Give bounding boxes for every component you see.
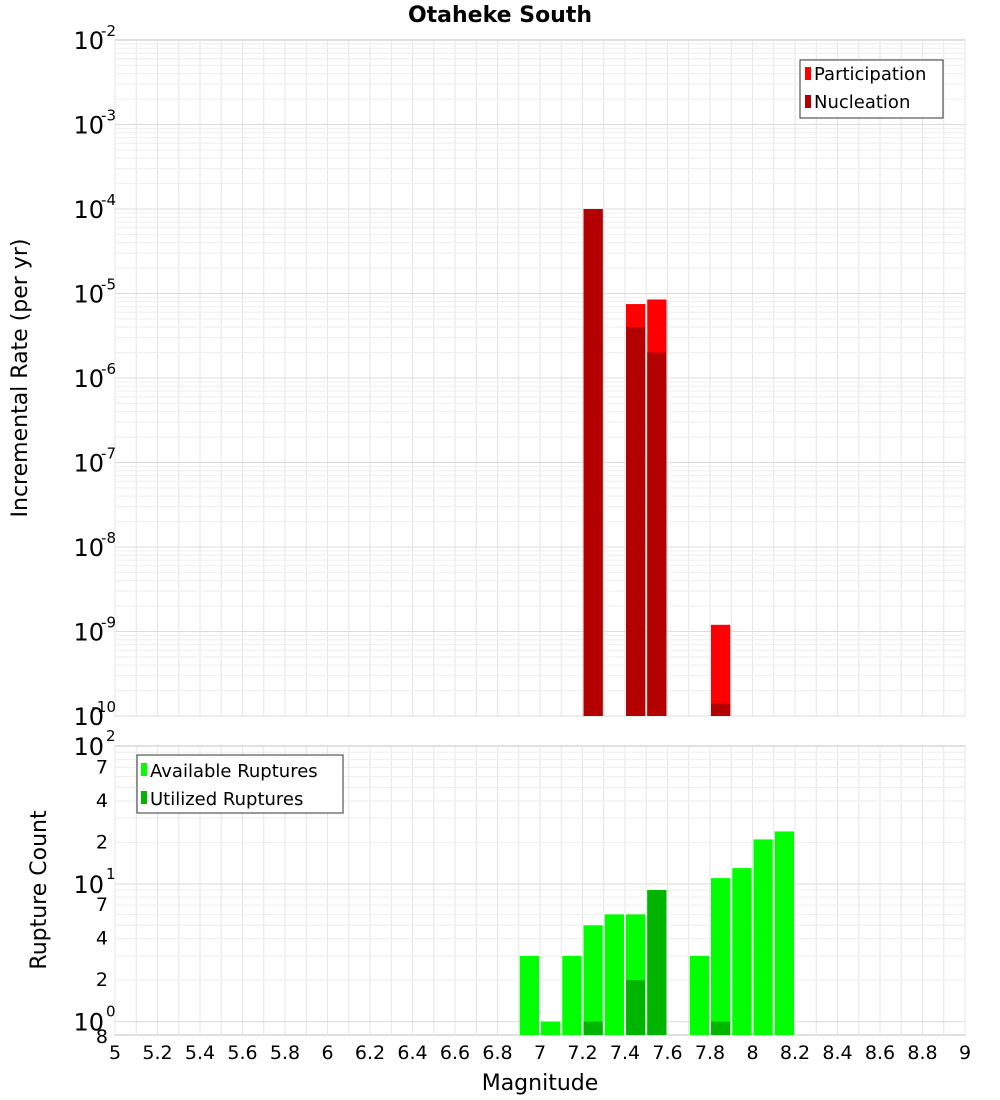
count-y-tick-exponent: 0 — [106, 1003, 116, 1021]
x-axis-label: Magnitude — [482, 1071, 599, 1096]
available-ruptures-bar — [604, 914, 624, 1035]
x-tick-label: 7 — [534, 1042, 546, 1064]
count-y-minor-tick: 7 — [96, 756, 108, 778]
x-tick-label: 5.8 — [270, 1042, 300, 1064]
utilized-ruptures-bar — [626, 980, 646, 1035]
count-y-minor-tick: 2 — [96, 831, 108, 853]
rate-y-tick-base: 10 — [73, 281, 104, 309]
x-tick-label: 7.8 — [695, 1042, 725, 1064]
x-tick-label: 6 — [321, 1042, 333, 1064]
count-legend-box — [136, 754, 344, 814]
count-y-minor-tick: 7 — [96, 894, 108, 916]
rate-y-tick-base: 10 — [73, 450, 104, 478]
x-tick-label: 7.4 — [610, 1042, 640, 1064]
rate-y-tick-exponent: -7 — [101, 445, 116, 463]
count-y-minor-tick: 4 — [96, 928, 108, 950]
x-tick-label: 6.2 — [355, 1042, 385, 1064]
participation-bar — [711, 624, 731, 716]
x-tick-label: 5.2 — [142, 1042, 172, 1064]
rate-y-tick-base: 10 — [73, 619, 104, 647]
x-tick-label: 6.4 — [397, 1042, 427, 1064]
rate-y-tick-exponent: -8 — [101, 529, 116, 547]
x-tick-label: 5.4 — [185, 1042, 215, 1064]
rate-y-tick-base: 10 — [73, 196, 104, 224]
x-tick-label: 5.6 — [227, 1042, 257, 1064]
rate-y-tick-exponent: -3 — [101, 107, 116, 125]
rate-y-ticks: 10-210-310-410-510-610-710-810-910-10 — [73, 22, 116, 731]
rate-y-tick-base: 10 — [73, 534, 104, 562]
nucleation-legend-label: Nucleation — [814, 92, 910, 113]
x-tick-label: 5 — [109, 1042, 121, 1064]
count-y-tick-base: 10 — [73, 1009, 104, 1037]
x-tick-label: 6.8 — [482, 1042, 512, 1064]
count-y-tick-base: 10 — [73, 733, 104, 761]
rate-y-tick-exponent: -6 — [101, 360, 116, 378]
count-y-tick-base: 10 — [73, 871, 104, 899]
rate-y-tick-base: 10 — [73, 365, 104, 393]
x-tick-label: 8.6 — [865, 1042, 895, 1064]
rate-legend: Participation Nucleation — [799, 59, 944, 119]
x-tick-label: 8 — [746, 1042, 758, 1064]
available-ruptures-bar — [519, 955, 539, 1035]
available-ruptures-swatch — [141, 763, 147, 776]
rate-y-tick-exponent: -9 — [101, 614, 116, 632]
rate-y-tick-exponent: -10 — [92, 698, 117, 716]
rate-y-tick-base: 10 — [73, 112, 104, 140]
rate-y-axis-label: Incremental Rate (per yr) — [8, 239, 33, 518]
rate-y-tick-base: 10 — [73, 27, 104, 55]
nucleation-swatch — [805, 95, 811, 108]
rate-gridlines — [114, 40, 966, 717]
rate-panel: 10-210-310-410-510-610-710-810-910-10 In… — [8, 22, 966, 731]
count-y-tick-exponent: 2 — [106, 727, 116, 745]
available-ruptures-bar — [583, 925, 603, 1035]
rate-y-tick-exponent: -5 — [101, 276, 116, 294]
x-tick-label: 6.6 — [440, 1042, 470, 1064]
rate-y-tick-exponent: -2 — [101, 22, 116, 40]
nucleation-bar — [626, 327, 646, 716]
utilized-ruptures-bar — [583, 1021, 603, 1035]
available-ruptures-bar — [732, 868, 752, 1035]
x-tick-label: 8.8 — [907, 1042, 937, 1064]
x-tick-label: 8.2 — [780, 1042, 810, 1064]
count-y-minor-tick: 8 — [96, 1026, 108, 1048]
x-tick-label: 9 — [959, 1042, 971, 1064]
x-tick-label: 8.4 — [822, 1042, 852, 1064]
x-tick-label: 7.6 — [652, 1042, 682, 1064]
count-y-axis-label: Rupture Count — [27, 810, 52, 970]
utilized-ruptures-swatch — [141, 791, 147, 804]
available-ruptures-bar — [774, 831, 794, 1035]
nucleation-bar — [583, 209, 603, 716]
x-tick-label: 7.2 — [567, 1042, 597, 1064]
participation-legend-label: Participation — [814, 64, 926, 85]
rate-y-tick-base: 10 — [73, 703, 104, 731]
utilized-ruptures-bar — [711, 1021, 731, 1035]
rate-bars — [583, 209, 731, 716]
count-bars — [519, 831, 794, 1035]
nucleation-bar — [647, 352, 667, 716]
count-y-minor-tick: 2 — [96, 969, 108, 991]
available-ruptures-bar — [541, 1021, 561, 1035]
utilized-ruptures-legend-label: Utilized Ruptures — [150, 789, 303, 810]
utilized-ruptures-bar — [647, 890, 667, 1035]
rate-y-tick-exponent: -4 — [101, 191, 116, 209]
available-ruptures-bar — [753, 839, 773, 1035]
chart-title: Otaheke South — [408, 3, 592, 28]
available-ruptures-bar — [562, 955, 582, 1035]
rate-legend-box — [799, 59, 944, 119]
available-ruptures-legend-label: Available Ruptures — [150, 761, 318, 782]
count-legend: Available Ruptures Utilized Ruptures — [136, 754, 344, 814]
participation-swatch — [805, 67, 811, 80]
available-ruptures-bar — [689, 955, 709, 1035]
available-ruptures-bar — [711, 878, 731, 1035]
count-y-tick-exponent: 1 — [106, 865, 116, 883]
count-y-minor-tick: 4 — [96, 790, 108, 812]
nucleation-bar — [711, 703, 731, 716]
x-axis-ticks: 5 5.2 5.4 5.6 5.8 6 6.2 6.4 6.6 6.8 7 7.2 7.4 7.6 7.8 8… — [109, 1042, 971, 1064]
